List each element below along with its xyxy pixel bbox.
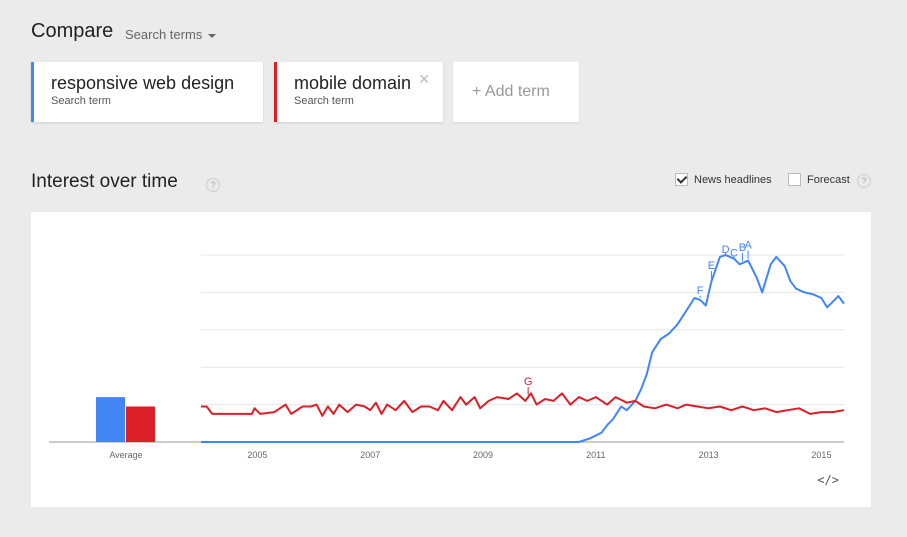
caret-down-icon [208,33,217,38]
interest-chart: Average 2005 2007 2009 2011 2013 2015 G F ED C BA [49,240,845,460]
annotation-label: D [722,244,730,256]
series-line-1 [201,392,845,417]
checkbox-checked-icon[interactable] [675,173,688,186]
x-tick-label: 2013 [699,450,719,460]
compare-title: Compare [31,20,114,42]
help-icon[interactable]: ? [857,174,871,188]
forecast-label: Forecast [807,173,850,186]
series-line-0 [201,254,845,443]
search-terms-dropdown[interactable]: Search terms [125,27,217,42]
close-icon[interactable]: ✕ [418,71,430,87]
annotation-label: E [708,260,715,272]
x-tick-label: 2007 [360,450,380,460]
embed-code-icon[interactable]: </> [817,473,839,487]
average-bar [96,397,125,442]
annotation-label: F [697,285,704,297]
annotation-label: C [730,248,738,260]
average-bar [126,406,155,442]
add-term-button[interactable]: + Add term [453,62,579,122]
annotation-label: B [739,242,746,254]
checkbox-icon[interactable] [788,173,801,186]
news-headlines-toggle[interactable]: News headlines [675,173,772,186]
term-card-2[interactable]: mobile domain Search term ✕ [274,62,443,122]
interest-over-time-title: Interest over time [31,171,178,192]
x-tick-label: 2009 [473,450,493,460]
x-tick-label: 2011 [586,450,605,460]
add-term-label: + Add term [472,83,550,100]
term-subtitle: Search term [51,95,111,107]
annotation-label: G [524,376,533,388]
annotation-label: A [744,240,752,252]
chart-panel: Average 2005 2007 2009 2011 2013 2015 G F E D C B A <… [31,212,871,507]
term-subtitle: Search term [294,95,354,107]
x-tick-label: 2015 [811,450,831,460]
forecast-toggle[interactable]: Forecast [788,173,850,186]
search-terms-label: Search terms [125,27,203,42]
term-card-1[interactable]: responsive web design Search term [31,62,263,122]
term-title: responsive web design [51,73,235,93]
news-headlines-label: News headlines [694,173,772,186]
x-tick-label: 2005 [247,450,267,460]
term-title: mobile domain [294,73,412,93]
term-color-bar [274,62,277,122]
help-icon[interactable]: ? [206,178,220,192]
term-color-bar [31,62,34,122]
average-label: Average [109,450,142,460]
